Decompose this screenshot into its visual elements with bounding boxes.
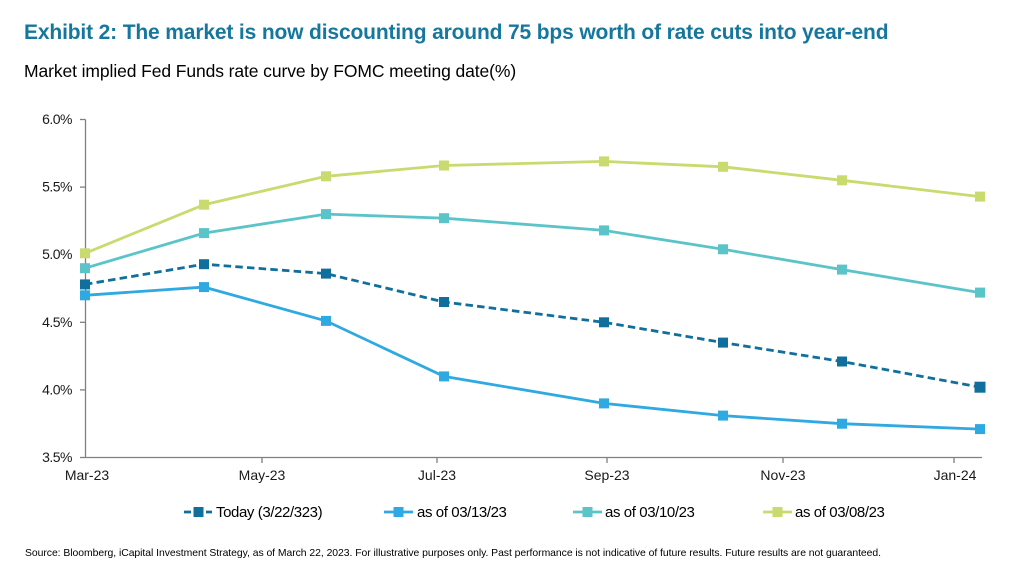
svg-text:5.0%: 5.0%: [42, 246, 72, 262]
svg-text:Sep-23: Sep-23: [584, 467, 629, 483]
svg-text:as of 03/10/23: as of 03/10/23: [605, 504, 695, 521]
svg-text:Jan-24: Jan-24: [934, 467, 977, 483]
svg-text:as of 03/13/23: as of 03/13/23: [417, 504, 507, 521]
svg-text:Market implied Fed Funds rate: Market implied Fed Funds rate curve by F…: [24, 61, 516, 81]
svg-text:Mar-23: Mar-23: [65, 467, 110, 483]
svg-text:Source: Bloomberg, iCapital In: Source: Bloomberg, iCapital Investment S…: [25, 548, 881, 559]
svg-text:Jul-23: Jul-23: [418, 467, 456, 483]
svg-text:Exhibit 2: The market is now d: Exhibit 2: The market is now discounting…: [24, 21, 888, 44]
svg-text:Today (3/22/323): Today (3/22/323): [216, 504, 323, 521]
svg-text:Nov-23: Nov-23: [760, 467, 805, 483]
svg-text:as of 03/08/23: as of 03/08/23: [795, 504, 885, 521]
svg-text:3.5%: 3.5%: [42, 449, 72, 465]
svg-text:4.0%: 4.0%: [42, 381, 72, 397]
svg-text:6.0%: 6.0%: [42, 111, 72, 127]
svg-text:May-23: May-23: [239, 467, 286, 483]
svg-text:5.5%: 5.5%: [42, 179, 72, 195]
svg-text:4.5%: 4.5%: [42, 314, 72, 330]
